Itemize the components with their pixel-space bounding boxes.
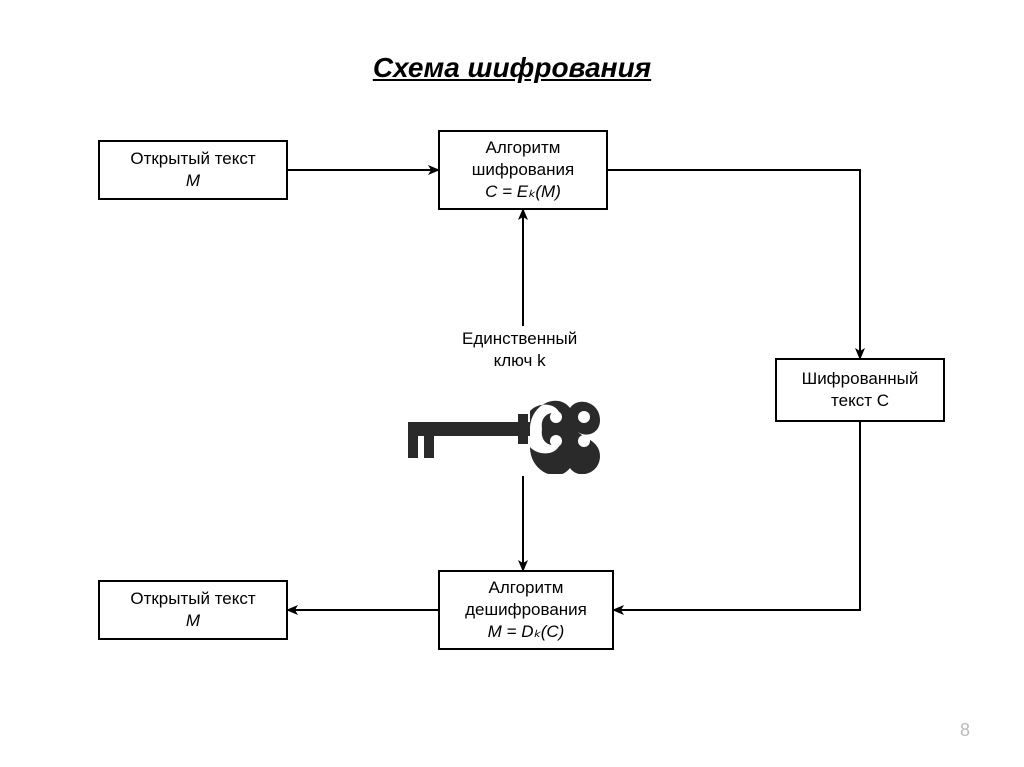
node-line: Открытый текст [130, 148, 255, 170]
node-decrypt: Алгоритм дешифрования M = Dₖ(C) [438, 570, 614, 650]
page-title: Схема шифрования [373, 52, 651, 84]
node-ciphertext: Шифрованный текст C [775, 358, 945, 422]
node-line: текст C [831, 390, 889, 412]
node-line: Открытый текст [130, 588, 255, 610]
node-line: Алгоритм [486, 137, 561, 159]
key-label-line: ключ k [494, 351, 546, 370]
key-label: Единственный ключ k [462, 328, 577, 372]
node-line: дешифрования [465, 599, 587, 621]
key-label-line: Единственный [462, 329, 577, 348]
node-encrypt: Алгоритм шифрования C = Eₖ(M) [438, 130, 608, 210]
node-line: C = Eₖ(M) [485, 181, 561, 203]
node-plaintext-out: Открытый текст M [98, 580, 288, 640]
key-icon [400, 384, 608, 479]
page-number: 8 [960, 720, 970, 741]
node-line: M = Dₖ(C) [488, 621, 565, 643]
node-line: Шифрованный [802, 368, 919, 390]
node-plaintext-in: Открытый текст M [98, 140, 288, 200]
node-line: Алгоритм [489, 577, 564, 599]
node-line: M [186, 610, 200, 632]
node-line: M [186, 170, 200, 192]
node-line: шифрования [472, 159, 574, 181]
